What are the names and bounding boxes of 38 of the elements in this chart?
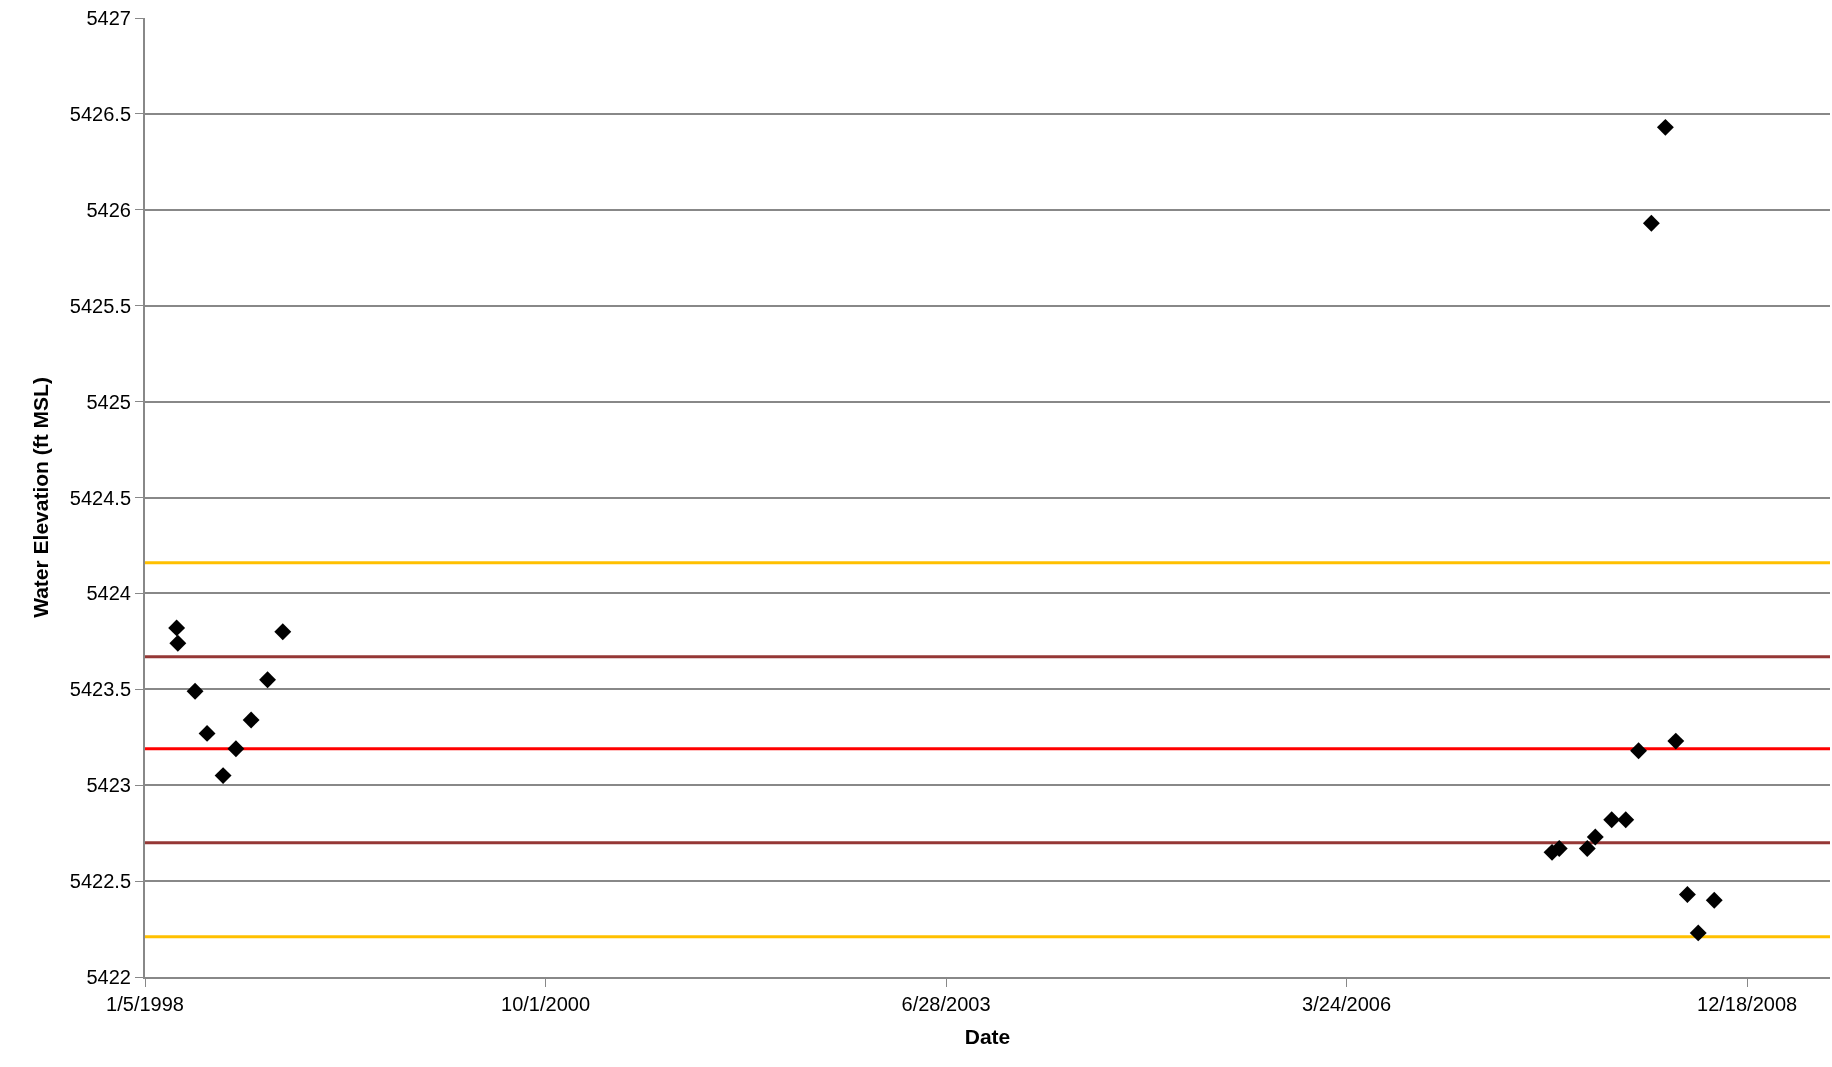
point — [1617, 811, 1635, 829]
point — [1656, 118, 1674, 136]
y-tick-label: 5424 — [86, 582, 131, 605]
point — [1578, 840, 1596, 857]
point — [1678, 886, 1696, 903]
point — [1586, 828, 1604, 846]
point — [1667, 732, 1685, 750]
point — [242, 711, 260, 729]
point — [169, 634, 187, 652]
y-tick-label: 5422.5 — [69, 870, 131, 893]
x-axis-title: Date — [964, 1024, 1011, 1048]
x-tick-label: 10/1/2000 — [501, 993, 591, 1015]
point — [1630, 742, 1647, 760]
y-tick-label: 5424.5 — [69, 486, 131, 509]
point — [259, 671, 277, 689]
x-tick-label: 6/28/2003 — [901, 993, 991, 1015]
point — [1689, 924, 1707, 942]
point — [1705, 891, 1723, 909]
y-axis-title: Water Elevation (ft MSL) — [29, 377, 53, 618]
y-tick-label: 5423.5 — [69, 678, 131, 701]
point — [274, 623, 292, 641]
x-tick-label: 1/5/1998 — [106, 993, 184, 1015]
y-tick-label: 5426 — [86, 198, 131, 221]
point — [214, 767, 232, 785]
point — [227, 740, 245, 758]
y-tick-label: 5427 — [86, 7, 131, 29]
y-tick-label: 5423 — [86, 774, 131, 797]
y-tick-label: 5425 — [86, 390, 131, 413]
x-tick-label: 12/18/2008 — [1697, 993, 1798, 1015]
point — [1642, 214, 1660, 232]
point — [198, 724, 216, 742]
point — [1603, 811, 1621, 829]
y-tick-label: 5425.5 — [69, 294, 131, 317]
x-tick-label: 3/24/2006 — [1302, 993, 1392, 1015]
point — [168, 619, 186, 637]
y-tick-label: 5422 — [86, 966, 131, 988]
point — [186, 682, 204, 700]
y-tick-label: 5426.5 — [69, 102, 131, 125]
